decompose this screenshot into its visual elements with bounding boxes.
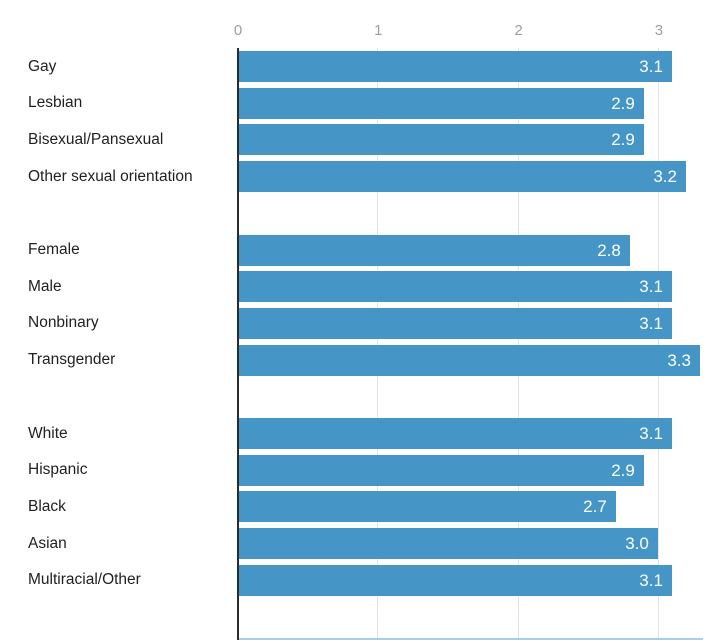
bar-value-label: 2.8	[597, 240, 621, 260]
gridline	[657, 48, 659, 640]
bar: 2.8	[239, 234, 630, 266]
bar-value-label: 3.1	[639, 424, 663, 443]
gridline	[377, 48, 379, 640]
bar: 3.1	[239, 51, 672, 82]
bar-value-label: 3.1	[639, 57, 663, 76]
category-label: Hispanic	[28, 461, 88, 479]
bar-value-label: 2.9	[611, 130, 635, 150]
bar: 3.1	[239, 271, 672, 303]
bar: 2.7	[239, 491, 616, 523]
bar: 2.9	[239, 454, 644, 486]
x-tick-label: 2	[514, 22, 523, 39]
bar: 3.1	[239, 418, 672, 449]
bar-value-label: 3.1	[639, 277, 663, 297]
bar-value-label: 3.0	[625, 534, 649, 554]
bar-value-label: 2.7	[583, 497, 607, 517]
bar: 3.2	[239, 161, 686, 193]
bar-value-label: 3.2	[653, 167, 677, 187]
category-label: Male	[28, 277, 62, 295]
gridline	[517, 48, 519, 640]
category-label: White	[28, 424, 68, 442]
category-label: Female	[28, 241, 80, 258]
bar-value-label: 3.1	[639, 313, 663, 333]
bar: 3.1	[239, 307, 672, 339]
y-axis-line	[237, 48, 239, 640]
category-label: Gay	[28, 57, 57, 75]
partial-next-bar	[239, 638, 703, 640]
x-tick-label: 1	[374, 22, 383, 39]
bar: 2.9	[239, 124, 644, 156]
category-label: Lesbian	[28, 94, 83, 112]
category-label: Bisexual/Pansexual	[28, 130, 164, 148]
bar-value-label: 2.9	[611, 93, 635, 113]
bar: 3.1	[239, 564, 672, 596]
bar: 2.9	[239, 87, 644, 119]
bar: 3.3	[239, 344, 700, 376]
category-label: Black	[28, 497, 66, 515]
category-label: Nonbinary	[28, 314, 99, 332]
bar-value-label: 2.9	[611, 460, 635, 480]
bar: 3.0	[239, 528, 658, 560]
category-label: Multiracial/Other	[28, 571, 141, 589]
bar-value-label: 3.1	[639, 570, 663, 590]
x-tick-label: 0	[233, 22, 243, 39]
category-label: Asian	[28, 534, 67, 552]
bar-value-label: 3.3	[667, 350, 691, 370]
category-label: Other sexual orientation	[28, 167, 193, 185]
x-tick-label: 3	[654, 22, 664, 39]
category-label: Transgender	[28, 351, 116, 369]
